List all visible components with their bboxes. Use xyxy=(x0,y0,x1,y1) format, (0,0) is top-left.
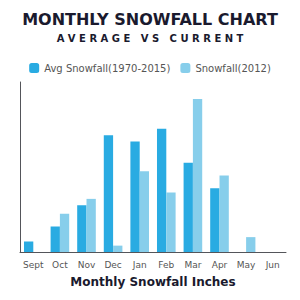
svg-text:Jun: Jun xyxy=(265,260,280,270)
svg-text:Snowfall(2012): Snowfall(2012) xyxy=(195,63,271,74)
svg-text:Feb: Feb xyxy=(158,260,174,270)
svg-text:Sept: Sept xyxy=(23,260,44,270)
svg-text:A V E R A G E V S C U R R: A V E R A G E V S C U R R E N T xyxy=(57,33,244,44)
svg-text:Nov: Nov xyxy=(78,260,96,270)
svg-text:Avg Snowfall(1970-2015): Avg Snowfall(1970-2015) xyxy=(44,63,170,74)
svg-text:MONTHLY SNOWFALL CHART: MONTHLY SNOWFALL CHART xyxy=(22,10,278,29)
svg-text:Apr: Apr xyxy=(212,260,228,270)
svg-text:Monthly Snowfall Inches: Monthly Snowfall Inches xyxy=(70,275,235,289)
svg-text:Mar: Mar xyxy=(184,260,201,270)
svg-text:Jan: Jan xyxy=(132,260,147,270)
svg-text:Dec: Dec xyxy=(104,260,121,270)
svg-text:Oct: Oct xyxy=(52,260,68,270)
svg-text:May: May xyxy=(237,260,256,270)
